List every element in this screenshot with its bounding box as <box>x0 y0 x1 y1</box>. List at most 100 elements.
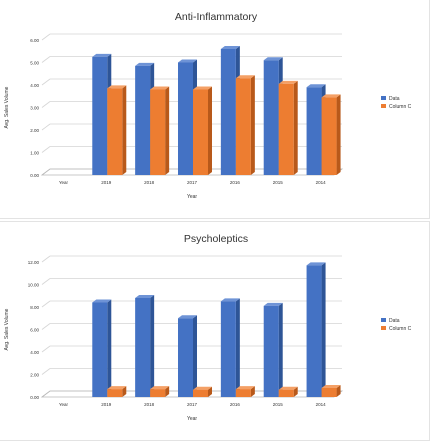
x-tick-label: 2019 <box>101 402 112 407</box>
x-tick-label: Year <box>59 180 69 185</box>
bar-columnc-2014-front <box>321 97 337 175</box>
bar-data-2016-side <box>235 298 240 397</box>
gridline-diag <box>41 368 51 375</box>
bar-columnc-2015 <box>278 80 298 175</box>
x-axis-label: Year <box>187 194 197 200</box>
bar-columnc-2018-side <box>165 386 170 397</box>
legend-label: Column C <box>389 326 412 332</box>
bar-columnc-2014-top <box>321 385 341 388</box>
bar-columnc-2016-top <box>235 386 255 390</box>
legend-swatch <box>381 326 386 330</box>
bar-columnc-2018 <box>150 386 170 397</box>
legend-swatch <box>381 96 386 100</box>
legend-label: Data <box>389 96 400 102</box>
x-tick-label: 2016 <box>230 402 241 407</box>
bar-columnc-2015-front <box>278 389 294 397</box>
bar-data-2014-side <box>321 262 326 397</box>
bar-columnc-2019 <box>107 85 127 175</box>
x-tick-label: 2015 <box>273 402 284 407</box>
x-tick-label: 2018 <box>144 402 155 407</box>
y-tick-label: 4.00 <box>30 350 39 355</box>
bar-columnc-2014-side <box>336 94 341 175</box>
y-axis-label: Avg. Sales Volume <box>4 86 10 128</box>
gridline-diag <box>41 300 51 308</box>
chart-psycholeptics: Psycholeptics Avg. Sales Volume 0.00 2.00 4.… <box>4 233 412 422</box>
bar-data-2017-front <box>178 318 193 397</box>
y-tick-label: 8.00 <box>30 305 39 310</box>
gridline-diag <box>41 323 51 330</box>
bar-columnc-2017-side <box>208 86 212 175</box>
bar-data-2015-front <box>263 60 279 175</box>
y-tick-label: 0.00 <box>30 173 39 178</box>
y-tick-label: 2.00 <box>30 128 39 133</box>
gridline-diag <box>41 56 51 63</box>
bar-data-2015-top <box>263 302 283 306</box>
chart-panel-anti-inflammatory: Anti-Inflammatory Avg. Sales Volume 0.00 1.… <box>0 0 430 219</box>
gridline-diag <box>41 123 51 131</box>
bar-data-2019-front <box>92 56 108 175</box>
bar-data-2017-top <box>178 59 197 63</box>
gridline-diag <box>41 345 51 353</box>
chart-panel-psycholeptics: Psycholeptics Avg. Sales Volume 0.00 2.00 4.… <box>0 221 430 441</box>
bar-columnc-2014-front <box>321 388 337 397</box>
bar-columnc-2019-top <box>107 386 127 390</box>
x-tick-label: 2017 <box>187 402 198 407</box>
bar-columnc-2016-front <box>235 78 251 175</box>
y-tick-label: 2.00 <box>30 373 39 378</box>
gridline-diag <box>41 101 51 108</box>
x-tick-label: 2014 <box>316 402 327 407</box>
bar-data-2014-front <box>306 265 322 397</box>
bar-columnc-2016 <box>235 75 255 175</box>
chart-title: Psycholeptics <box>184 233 248 245</box>
bar-data-2019-top <box>92 299 112 303</box>
bar-columnc-2019-front <box>107 88 123 175</box>
bar-data-2019-top <box>92 53 112 57</box>
y-tick-label: 12.00 <box>28 260 40 265</box>
gridline-diag <box>41 255 51 263</box>
bar-columnc-2018 <box>150 86 170 175</box>
bar-columnc-2016 <box>235 386 255 397</box>
x-tick-label: 2016 <box>230 180 241 185</box>
legend-swatch <box>381 318 386 322</box>
bar-columnc-2015-top <box>278 80 298 84</box>
bar-columnc-2015 <box>278 386 298 397</box>
bar-data-2017-front <box>178 62 193 175</box>
gridline-diag <box>41 278 51 285</box>
x-tick-label: 2014 <box>316 180 327 185</box>
bar-columnc-2017 <box>193 386 212 397</box>
bar-data-2018 <box>135 295 155 397</box>
bar-data-2018-top <box>135 62 155 66</box>
x-tick-label: 2017 <box>187 180 198 185</box>
bar-columnc-2017-side <box>208 386 212 397</box>
gridline-diag <box>41 33 51 41</box>
y-tick-label: 3.00 <box>30 106 39 111</box>
bar-data-2019-front <box>92 302 108 397</box>
bar-data-2016-front <box>220 301 236 397</box>
bar-columnc-2019-side <box>122 386 127 397</box>
bar-data-2018-front <box>135 65 151 175</box>
y-tick-label: 10.00 <box>28 283 40 288</box>
bar-columnc-2019-side <box>122 85 127 175</box>
chart-title: Anti-Inflammatory <box>175 11 258 23</box>
bar-columnc-2018-top <box>150 86 170 90</box>
x-tick-label: 2018 <box>144 180 155 185</box>
y-tick-label: 4.00 <box>30 83 39 88</box>
bar-columnc-2014-side <box>336 385 341 397</box>
y-axis-label: Avg. Sales Volume <box>4 308 10 350</box>
bar-columnc-2017 <box>193 86 212 175</box>
bar-columnc-2018-front <box>150 89 166 175</box>
bar-data-2019-side <box>107 299 112 397</box>
bar-data-2014 <box>306 262 326 397</box>
bar-columnc-2019-top <box>107 85 127 89</box>
bar-columnc-2017-top <box>193 86 212 90</box>
legend-label: Data <box>389 318 400 324</box>
bar-data-2016-front <box>220 49 236 175</box>
bar-data-2016-top <box>220 46 240 49</box>
bar-columnc-2014 <box>321 94 341 175</box>
bar-columnc-2016-top <box>235 75 255 79</box>
bar-columnc-2018-side <box>165 86 170 175</box>
bar-data-2019 <box>92 299 112 397</box>
bar-data-2018-front <box>135 298 151 397</box>
y-tick-label: 6.00 <box>30 38 39 43</box>
bar-columnc-2019-front <box>107 389 123 397</box>
